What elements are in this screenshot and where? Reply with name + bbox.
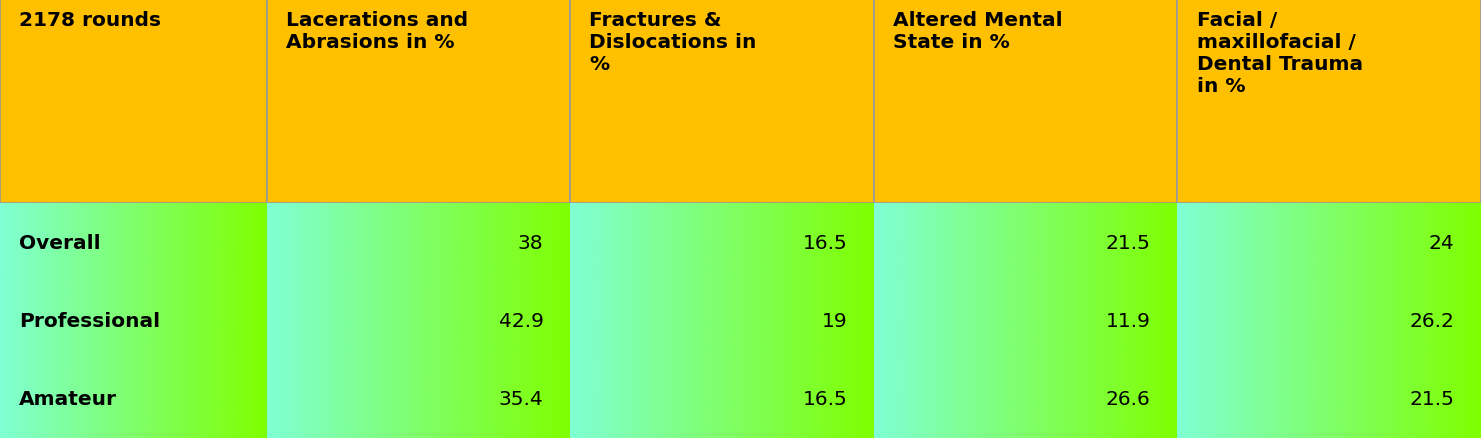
Text: 2178 rounds: 2178 rounds: [19, 11, 161, 30]
Bar: [570, 0, 874, 204]
Text: Altered Mental
State in %: Altered Mental State in %: [893, 11, 1063, 52]
Bar: [1177, 0, 1481, 204]
Bar: [267, 0, 570, 204]
Text: Facial /
maxillofacial /
Dental Trauma
in %: Facial / maxillofacial / Dental Trauma i…: [1197, 11, 1363, 96]
Text: Fractures &
Dislocations in
%: Fractures & Dislocations in %: [589, 11, 757, 74]
Bar: [0, 0, 267, 204]
Bar: [874, 0, 1177, 204]
Text: Lacerations and
Abrasions in %: Lacerations and Abrasions in %: [286, 11, 468, 52]
